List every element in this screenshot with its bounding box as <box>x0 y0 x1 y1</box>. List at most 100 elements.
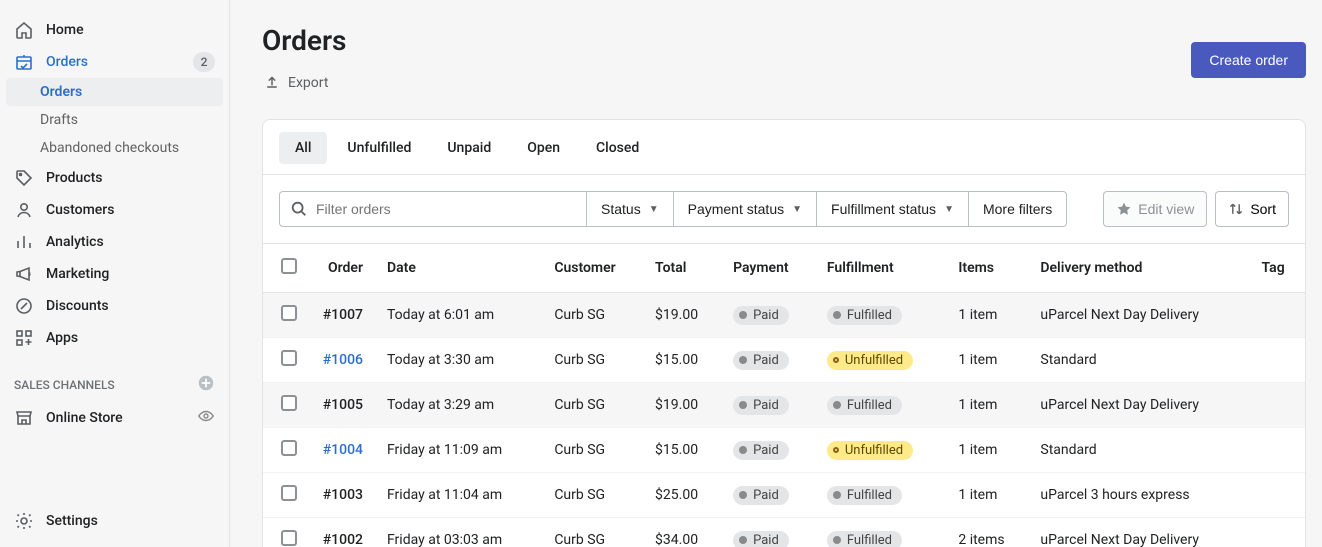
cell-total: $15.00 <box>645 338 723 383</box>
cell-total: $34.00 <box>645 518 723 547</box>
select-all-checkbox[interactable] <box>281 258 297 274</box>
tab-open[interactable]: Open <box>511 132 576 164</box>
cell-items: 1 item <box>948 473 1030 518</box>
filter-fulfillment[interactable]: Fulfillment status▼ <box>817 191 969 227</box>
sort-button[interactable]: Sort <box>1215 191 1289 227</box>
cell-delivery: uParcel 3 hours express <box>1030 473 1251 518</box>
sidebar-item-abandoned[interactable]: Abandoned checkouts <box>0 134 229 162</box>
order-id[interactable]: #1006 <box>323 352 363 368</box>
cell-tags <box>1252 293 1305 338</box>
table-row[interactable]: #1004Friday at 11:09 amCurb SG$15.00Paid… <box>263 428 1305 473</box>
row-checkbox[interactable] <box>281 395 297 411</box>
cell-total: $25.00 <box>645 473 723 518</box>
cell-date: Today at 3:30 am <box>377 338 544 383</box>
create-order-button[interactable]: Create order <box>1191 42 1306 78</box>
col-total: Total <box>645 244 723 293</box>
orders-icon <box>14 52 34 72</box>
sidebar-item-apps[interactable]: Apps <box>0 322 229 354</box>
sidebar-item-orders[interactable]: Orders2 <box>0 46 229 78</box>
cell-date: Friday at 03:03 am <box>377 518 544 547</box>
tab-unfulfilled[interactable]: Unfulfilled <box>331 132 427 164</box>
cell-tags <box>1252 518 1305 547</box>
star-icon <box>1116 201 1132 217</box>
tab-unpaid[interactable]: Unpaid <box>431 132 507 164</box>
payment-badge: Paid <box>733 396 789 415</box>
search-input[interactable] <box>316 201 576 217</box>
table-row[interactable]: #1006Today at 3:30 amCurb SG$15.00PaidUn… <box>263 338 1305 383</box>
col-items: Items <box>948 244 1030 293</box>
cell-delivery: uParcel Next Day Delivery <box>1030 518 1251 547</box>
tabs: AllUnfulfilledUnpaidOpenClosed <box>263 120 1305 175</box>
sidebar-item-customers[interactable]: Customers <box>0 194 229 226</box>
table-row[interactable]: #1003Friday at 11:04 amCurb SG$25.00Paid… <box>263 473 1305 518</box>
nav-label: Products <box>46 170 103 186</box>
add-channel-icon[interactable] <box>197 374 215 395</box>
cell-items: 2 items <box>948 518 1030 547</box>
fulfillment-badge: Unfulfilled <box>827 441 913 460</box>
page-title: Orders <box>262 24 346 57</box>
sidebar-item-drafts[interactable]: Drafts <box>0 106 229 134</box>
more-filters-button[interactable]: More filters <box>969 191 1067 227</box>
fulfillment-badge: Fulfilled <box>827 396 902 415</box>
edit-view-button[interactable]: Edit view <box>1103 191 1207 227</box>
cell-delivery: uParcel Next Day Delivery <box>1030 293 1251 338</box>
tag-icon <box>14 168 34 188</box>
table-row[interactable]: #1005Today at 3:29 amCurb SG$19.00PaidFu… <box>263 383 1305 428</box>
tab-closed[interactable]: Closed <box>580 132 655 164</box>
cell-items: 1 item <box>948 428 1030 473</box>
tab-all[interactable]: All <box>279 132 327 164</box>
apps-icon <box>14 328 34 348</box>
sidebar-item-home[interactable]: Home <box>0 14 229 46</box>
store-icon <box>14 408 34 428</box>
eye-icon[interactable] <box>197 407 215 429</box>
cell-total: $19.00 <box>645 383 723 428</box>
cell-customer: Curb SG <box>544 473 645 518</box>
row-checkbox[interactable] <box>281 440 297 456</box>
filter-bar: Status▼ Payment status▼ Fulfillment stat… <box>263 175 1305 244</box>
cell-delivery: Standard <box>1030 338 1251 383</box>
export-button[interactable]: Export <box>262 75 346 91</box>
orders-card: AllUnfulfilledUnpaidOpenClosed Status▼ P… <box>262 119 1306 547</box>
sidebar-item-discounts[interactable]: Discounts <box>0 290 229 322</box>
col-tag: Tag <box>1252 244 1305 293</box>
cell-date: Friday at 11:09 am <box>377 428 544 473</box>
chevron-down-icon: ▼ <box>944 204 954 215</box>
order-id[interactable]: #1004 <box>323 442 363 458</box>
col-order: Order <box>307 244 377 293</box>
row-checkbox[interactable] <box>281 530 297 546</box>
sidebar: HomeOrders2OrdersDraftsAbandoned checkou… <box>0 0 230 547</box>
row-checkbox[interactable] <box>281 305 297 321</box>
table-row[interactable]: #1007Today at 6:01 amCurb SG$19.00PaidFu… <box>263 293 1305 338</box>
cell-tags <box>1252 383 1305 428</box>
cell-tags <box>1252 338 1305 383</box>
cell-delivery: Standard <box>1030 428 1251 473</box>
payment-badge: Paid <box>733 351 789 370</box>
discount-icon <box>14 296 34 316</box>
sidebar-item-analytics[interactable]: Analytics <box>0 226 229 258</box>
order-id: #1005 <box>323 397 363 413</box>
cell-date: Friday at 11:04 am <box>377 473 544 518</box>
sidebar-item-marketing[interactable]: Marketing <box>0 258 229 290</box>
col-fulfillment: Fulfillment <box>817 244 949 293</box>
filter-payment[interactable]: Payment status▼ <box>674 191 817 227</box>
nav-label: Customers <box>46 202 114 218</box>
bars-icon <box>14 232 34 252</box>
row-checkbox[interactable] <box>281 485 297 501</box>
sales-channels-header: SALES CHANNELS <box>0 354 229 401</box>
search-wrap[interactable] <box>279 191 587 227</box>
cell-items: 1 item <box>948 383 1030 428</box>
cell-tags <box>1252 473 1305 518</box>
payment-badge: Paid <box>733 441 789 460</box>
sidebar-item-settings[interactable]: Settings <box>0 505 229 547</box>
home-icon <box>14 20 34 40</box>
sidebar-item-orders-sub[interactable]: Orders <box>6 78 223 106</box>
order-id: #1003 <box>323 487 363 503</box>
table-row[interactable]: #1002Friday at 03:03 amCurb SG$34.00Paid… <box>263 518 1305 547</box>
filter-status[interactable]: Status▼ <box>587 191 674 227</box>
sidebar-item-online-store[interactable]: Online Store <box>0 401 229 435</box>
nav-label: Orders <box>46 54 88 70</box>
cell-items: 1 item <box>948 338 1030 383</box>
sidebar-item-products[interactable]: Products <box>0 162 229 194</box>
row-checkbox[interactable] <box>281 350 297 366</box>
cell-customer: Curb SG <box>544 338 645 383</box>
